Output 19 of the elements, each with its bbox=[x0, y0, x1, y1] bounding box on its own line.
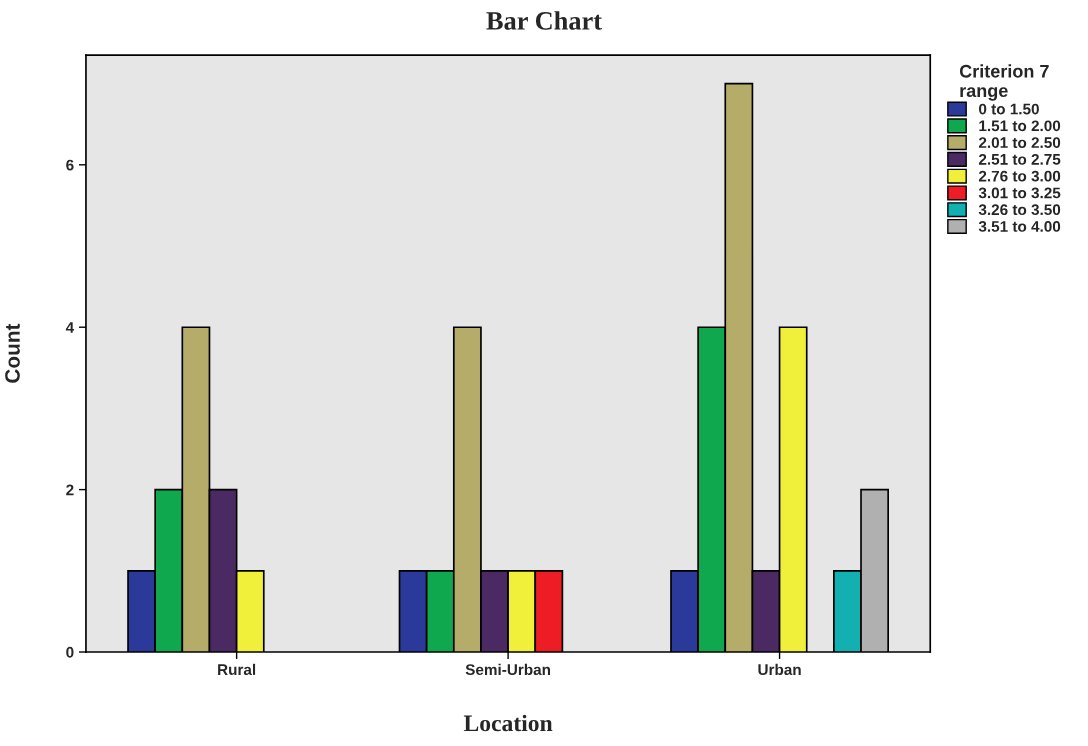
x-tick-label: Rural bbox=[218, 663, 256, 676]
legend-label: 3.51 to 4.00 bbox=[978, 221, 1061, 232]
y-tick-label: 2 bbox=[66, 484, 74, 496]
x-tick-label: Semi-Urban bbox=[465, 663, 551, 676]
legend-label: 1.51 to 2.00 bbox=[979, 120, 1061, 132]
chart-title: Bar Chart bbox=[486, 11, 602, 30]
x-axis-title: Location bbox=[463, 714, 553, 732]
legend-title: Criterion 7 range bbox=[959, 64, 1049, 101]
legend-label: 2.51 to 2.75 bbox=[978, 153, 1061, 165]
y-tick-label: 0 bbox=[66, 646, 74, 658]
x-tick-label: Urban bbox=[758, 663, 801, 676]
legend-label: 2.76 to 3.00 bbox=[978, 170, 1061, 182]
y-tick-label: 4 bbox=[65, 322, 75, 333]
legend-label: 0 to 1.50 bbox=[979, 103, 1039, 115]
y-tick-label: 6 bbox=[66, 159, 74, 171]
legend-label: 3.01 to 3.25 bbox=[978, 187, 1061, 199]
y-axis-title: Count bbox=[5, 323, 20, 383]
legend-label: 2.01 to 2.50 bbox=[978, 137, 1061, 149]
legend-label: 3.26 to 3.50 bbox=[978, 204, 1061, 216]
